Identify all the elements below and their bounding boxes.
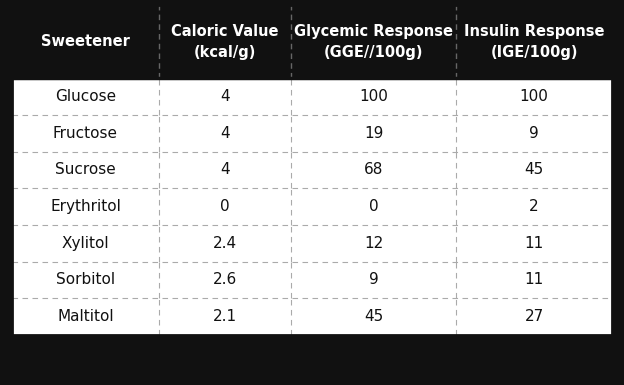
Text: 12: 12 bbox=[364, 236, 383, 251]
Text: Maltitol: Maltitol bbox=[57, 309, 114, 324]
Text: Erythritol: Erythritol bbox=[50, 199, 121, 214]
Text: 2.4: 2.4 bbox=[213, 236, 237, 251]
Bar bbox=[12, 225, 612, 262]
Text: 2: 2 bbox=[529, 199, 539, 214]
Text: 4: 4 bbox=[220, 89, 230, 104]
Text: 9: 9 bbox=[369, 273, 378, 288]
Text: Glycemic Response
(GGE//100g): Glycemic Response (GGE//100g) bbox=[294, 23, 453, 60]
Text: 19: 19 bbox=[364, 126, 383, 141]
Text: 11: 11 bbox=[524, 273, 544, 288]
Text: 68: 68 bbox=[364, 162, 383, 177]
Text: 11: 11 bbox=[524, 236, 544, 251]
Text: 27: 27 bbox=[524, 309, 544, 324]
Text: 45: 45 bbox=[524, 162, 544, 177]
Text: Caloric Value
(kcal/g): Caloric Value (kcal/g) bbox=[171, 23, 279, 60]
Bar bbox=[12, 188, 612, 225]
Text: Sorbitol: Sorbitol bbox=[56, 273, 115, 288]
Bar bbox=[12, 298, 612, 335]
Text: 45: 45 bbox=[364, 309, 383, 324]
Text: 100: 100 bbox=[359, 89, 388, 104]
Bar bbox=[12, 5, 612, 78]
Text: 4: 4 bbox=[220, 162, 230, 177]
Text: 0: 0 bbox=[369, 199, 378, 214]
Text: Sucrose: Sucrose bbox=[55, 162, 116, 177]
Text: 0: 0 bbox=[220, 199, 230, 214]
Text: Glucose: Glucose bbox=[55, 89, 116, 104]
Text: Fructose: Fructose bbox=[53, 126, 118, 141]
Text: 9: 9 bbox=[529, 126, 539, 141]
Text: 4: 4 bbox=[220, 126, 230, 141]
Text: Insulin Response
(IGE/100g): Insulin Response (IGE/100g) bbox=[464, 23, 604, 60]
Bar bbox=[12, 262, 612, 298]
Text: 2.1: 2.1 bbox=[213, 309, 237, 324]
Bar bbox=[12, 152, 612, 188]
Text: 2.6: 2.6 bbox=[213, 273, 237, 288]
Text: 100: 100 bbox=[520, 89, 548, 104]
Text: Sweetener: Sweetener bbox=[41, 34, 130, 49]
Text: Xylitol: Xylitol bbox=[62, 236, 109, 251]
Bar bbox=[12, 78, 612, 115]
Bar bbox=[12, 115, 612, 152]
